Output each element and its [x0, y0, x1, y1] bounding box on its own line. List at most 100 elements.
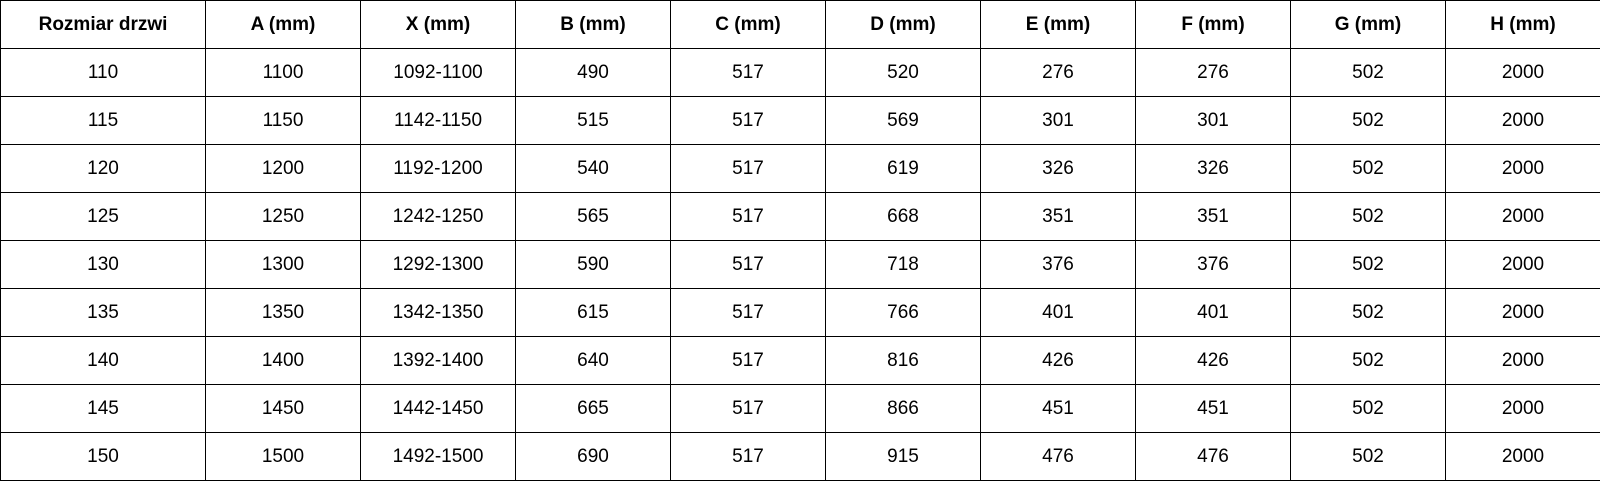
table-cell: 1292-1300 [360, 240, 516, 289]
column-header: A (mm) [205, 0, 361, 49]
table-cell: 2000 [1445, 384, 1600, 433]
table-cell: 145 [0, 384, 206, 433]
table-cell: 1242-1250 [360, 192, 516, 241]
table-cell: 540 [515, 144, 671, 193]
table-cell: 1150 [205, 96, 361, 145]
table-cell: 619 [825, 144, 981, 193]
table-cell: 130 [0, 240, 206, 289]
table-row: 145 1450 1442-1450 665 517 866 451 451 502 2000 [0, 384, 1600, 433]
table-cell: 2000 [1445, 192, 1600, 241]
table-cell: 569 [825, 96, 981, 145]
table-row: 115 1150 1142-1150 515 517 569 301 301 502 2000 [0, 96, 1600, 145]
table-cell: 1342-1350 [360, 288, 516, 337]
column-header: D (mm) [825, 0, 981, 49]
table-cell: 1142-1150 [360, 96, 516, 145]
table-cell: 520 [825, 48, 981, 97]
table-cell: 476 [980, 432, 1136, 481]
column-header: H (mm) [1445, 0, 1600, 49]
table-cell: 517 [670, 432, 826, 481]
table-cell: 2000 [1445, 288, 1600, 337]
table-cell: 590 [515, 240, 671, 289]
table-cell: 376 [980, 240, 1136, 289]
table-cell: 1492-1500 [360, 432, 516, 481]
column-header: E (mm) [980, 0, 1136, 49]
table-cell: 766 [825, 288, 981, 337]
table-cell: 1442-1450 [360, 384, 516, 433]
table-cell: 451 [980, 384, 1136, 433]
table-cell: 1100 [205, 48, 361, 97]
table-cell: 1200 [205, 144, 361, 193]
table-cell: 115 [0, 96, 206, 145]
table-cell: 120 [0, 144, 206, 193]
table-cell: 718 [825, 240, 981, 289]
table-cell: 301 [980, 96, 1136, 145]
table-cell: 1450 [205, 384, 361, 433]
column-header: X (mm) [360, 0, 516, 49]
table-cell: 502 [1290, 96, 1446, 145]
table-cell: 615 [515, 288, 671, 337]
table-cell: 502 [1290, 240, 1446, 289]
table-cell: 301 [1135, 96, 1291, 145]
table-cell: 351 [980, 192, 1136, 241]
column-header: Rozmiar drzwi [0, 0, 206, 49]
table-cell: 401 [980, 288, 1136, 337]
table-cell: 1250 [205, 192, 361, 241]
table-row: 130 1300 1292-1300 590 517 718 376 376 502 2000 [0, 240, 1600, 289]
table-cell: 517 [670, 288, 826, 337]
table-cell: 690 [515, 432, 671, 481]
table-cell: 1192-1200 [360, 144, 516, 193]
table-cell: 517 [670, 48, 826, 97]
table-cell: 517 [670, 240, 826, 289]
table-cell: 401 [1135, 288, 1291, 337]
table-cell: 326 [1135, 144, 1291, 193]
table-cell: 2000 [1445, 336, 1600, 385]
column-header: C (mm) [670, 0, 826, 49]
table-cell: 476 [1135, 432, 1291, 481]
table-cell: 2000 [1445, 432, 1600, 481]
table-cell: 915 [825, 432, 981, 481]
table-cell: 276 [980, 48, 1136, 97]
table-cell: 517 [670, 144, 826, 193]
table-cell: 125 [0, 192, 206, 241]
table-cell: 517 [670, 96, 826, 145]
table-cell: 517 [670, 384, 826, 433]
table-cell: 426 [980, 336, 1136, 385]
header-row: Rozmiar drzwi A (mm) X (mm) B (mm) C (mm) D (… [0, 0, 1600, 49]
table-cell: 565 [515, 192, 671, 241]
table-cell: 1500 [205, 432, 361, 481]
table-cell: 1350 [205, 288, 361, 337]
table-cell: 515 [515, 96, 671, 145]
table-cell: 326 [980, 144, 1136, 193]
table-cell: 1092-1100 [360, 48, 516, 97]
table-cell: 502 [1290, 192, 1446, 241]
table-cell: 668 [825, 192, 981, 241]
table-cell: 351 [1135, 192, 1291, 241]
table-cell: 1300 [205, 240, 361, 289]
table-cell: 426 [1135, 336, 1291, 385]
table-row: 120 1200 1192-1200 540 517 619 326 326 502 2000 [0, 144, 1600, 193]
table-cell: 451 [1135, 384, 1291, 433]
table-row: 125 1250 1242-1250 565 517 668 351 351 502 2000 [0, 192, 1600, 241]
table-cell: 816 [825, 336, 981, 385]
table-cell: 150 [0, 432, 206, 481]
table-cell: 517 [670, 192, 826, 241]
table-cell: 1400 [205, 336, 361, 385]
table-row: 135 1350 1342-1350 615 517 766 401 401 502 2000 [0, 288, 1600, 337]
table-cell: 502 [1290, 288, 1446, 337]
table-cell: 110 [0, 48, 206, 97]
column-header: F (mm) [1135, 0, 1291, 49]
table-cell: 2000 [1445, 144, 1600, 193]
table-row: 150 1500 1492-1500 690 517 915 476 476 502 2000 [0, 432, 1600, 481]
column-header: G (mm) [1290, 0, 1446, 49]
table-cell: 502 [1290, 384, 1446, 433]
table-cell: 640 [515, 336, 671, 385]
table-cell: 866 [825, 384, 981, 433]
table-cell: 1392-1400 [360, 336, 516, 385]
table-row: 140 1400 1392-1400 640 517 816 426 426 502 2000 [0, 336, 1600, 385]
table-cell: 2000 [1445, 240, 1600, 289]
table-cell: 276 [1135, 48, 1291, 97]
table-cell: 517 [670, 336, 826, 385]
table-cell: 665 [515, 384, 671, 433]
table-cell: 376 [1135, 240, 1291, 289]
